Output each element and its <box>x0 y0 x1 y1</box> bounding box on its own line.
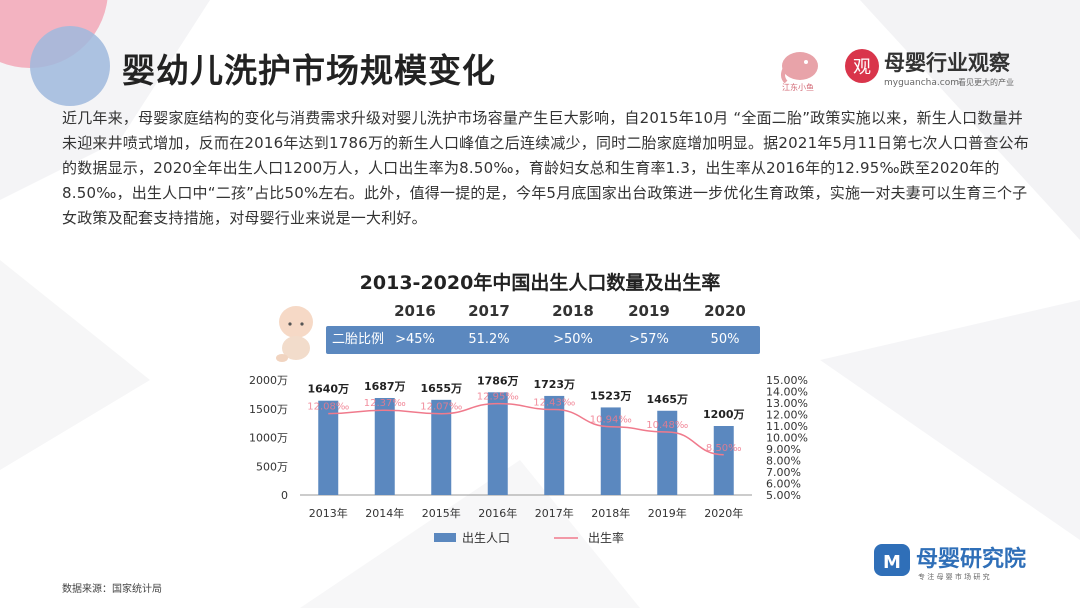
line-data-label: 12.07‰ <box>420 402 462 413</box>
y-right-tick-label: 11.00% <box>766 420 808 433</box>
y-right-tick-label: 8.00% <box>766 455 801 468</box>
bar-birth-population <box>544 395 565 495</box>
y-right-tick-label: 12.00% <box>766 409 808 422</box>
research-logo-icon: M <box>874 544 910 576</box>
bar-data-label: 1465万 <box>646 393 688 406</box>
ratio-value: >50% <box>553 332 593 347</box>
ratio-year: 2020 <box>704 302 746 320</box>
ratio-value: >57% <box>629 332 669 347</box>
bar-birth-population <box>431 399 452 495</box>
legend-label-line: 出生率 <box>588 530 624 545</box>
header-logos: 江东小鱼 观 母婴行业观察 myguancha.com 看见更大的产业 <box>778 42 1058 96</box>
x-tick-label: 2017年 <box>535 506 574 520</box>
ratio-label: 二胎比例 <box>331 332 384 347</box>
baby-illustration-icon <box>276 306 313 362</box>
ratio-value: >45% <box>395 332 435 347</box>
y-left-tick-label: 1500万 <box>249 403 288 416</box>
bottom-brand-slogan: 专 注 母 婴 市 场 研 究 <box>918 572 990 581</box>
bar-data-label: 1655万 <box>420 382 462 395</box>
legend-label-bar: 出生人口 <box>462 531 510 545</box>
ratio-value: 50% <box>710 332 740 347</box>
bar-data-label: 1786万 <box>477 374 519 387</box>
brand-url: myguancha.com <box>884 78 959 88</box>
y-left-tick-label: 1000万 <box>249 432 288 445</box>
svg-text:M: M <box>883 552 901 573</box>
bar-birth-population <box>600 407 621 495</box>
ratio-year: 2019 <box>628 302 670 320</box>
bar-data-label: 1200万 <box>703 408 745 421</box>
bar-data-label: 1687万 <box>364 380 406 393</box>
x-tick-label: 2014年 <box>365 506 404 520</box>
y-right-tick-label: 10.00% <box>766 432 808 445</box>
y-left-tick-label: 500万 <box>256 460 288 473</box>
bar-birth-population <box>713 426 734 495</box>
x-tick-label: 2016年 <box>478 506 517 520</box>
brand-badge-icon <box>845 49 879 83</box>
line-data-label: 12.43‰ <box>533 398 575 409</box>
ratio-year: 2016 <box>394 302 436 320</box>
bottom-brand: M 母婴研究院 专 注 母 婴 市 场 研 究 <box>872 538 1052 588</box>
page-title: 婴幼儿洗护市场规模变化 <box>122 51 496 90</box>
bar-data-label: 1523万 <box>590 389 632 402</box>
ratio-year: 2017 <box>468 302 510 320</box>
line-data-label: 8.50‰ <box>706 443 742 454</box>
x-tick-label: 2020年 <box>704 506 743 520</box>
y-right-tick-label: 14.00% <box>766 386 808 399</box>
bar-data-label: 1640万 <box>307 383 349 396</box>
bar-birth-population <box>487 392 508 495</box>
y-right-tick-label: 13.00% <box>766 397 808 410</box>
y-right-tick-label: 15.00% <box>766 374 808 387</box>
y-right-tick-label: 7.00% <box>766 466 801 479</box>
brand-name: 母婴行业观察 <box>884 51 1011 75</box>
ratio-year: 2018 <box>552 302 594 320</box>
elephant-logo-icon <box>781 52 818 84</box>
bar-birth-population <box>318 400 339 495</box>
line-data-label: 12.95‰ <box>477 392 519 403</box>
chart-title: 2013-2020年中国出生人口数量及出生率 <box>359 272 721 294</box>
y-right-tick-label: 9.00% <box>766 443 801 456</box>
data-source: 数据来源：国家统计局 <box>62 584 162 595</box>
x-tick-label: 2013年 <box>309 506 348 520</box>
second-child-years: 2016 2017 2018 2019 2020 <box>380 302 770 322</box>
line-birth-rate <box>328 402 724 456</box>
x-tick-label: 2015年 <box>422 506 461 520</box>
small-logo-text: 江东小鱼 <box>782 82 814 92</box>
bar-data-label: 1723万 <box>533 378 575 391</box>
y-left-tick-label: 2000万 <box>249 374 288 387</box>
ratio-value: 51.2% <box>468 332 510 347</box>
line-data-label: 12.37‰ <box>364 398 406 409</box>
legend-swatch-bar <box>434 533 456 542</box>
brand-slogan: 看见更大的产业 <box>958 77 1014 87</box>
y-right-tick-label: 5.00% <box>766 489 801 502</box>
second-child-ratio-bar: 二胎比例 >45% 51.2% >50% >57% 50% <box>326 326 760 354</box>
line-data-label: 12.08‰ <box>307 402 349 413</box>
y-left-tick-label: 0 <box>281 489 288 502</box>
y-right-tick-label: 6.00% <box>766 478 801 491</box>
line-data-label: 10.94‰ <box>590 415 632 426</box>
intro-paragraph: 近几年来，母婴家庭结构的变化与消费需求升级对婴儿洗护市场容量产生巨大影响，自20… <box>62 109 1029 227</box>
x-tick-label: 2019年 <box>648 506 687 520</box>
bottom-brand-name: 母婴研究院 <box>916 546 1026 572</box>
brand-badge-text: 观 <box>853 57 871 78</box>
x-tick-label: 2018年 <box>591 506 630 520</box>
line-data-label: 10.48‰ <box>646 420 688 431</box>
brand-logo: 江东小鱼 观 母婴行业观察 myguancha.com 看见更大的产业 <box>781 49 1014 92</box>
bar-birth-population <box>374 397 395 495</box>
